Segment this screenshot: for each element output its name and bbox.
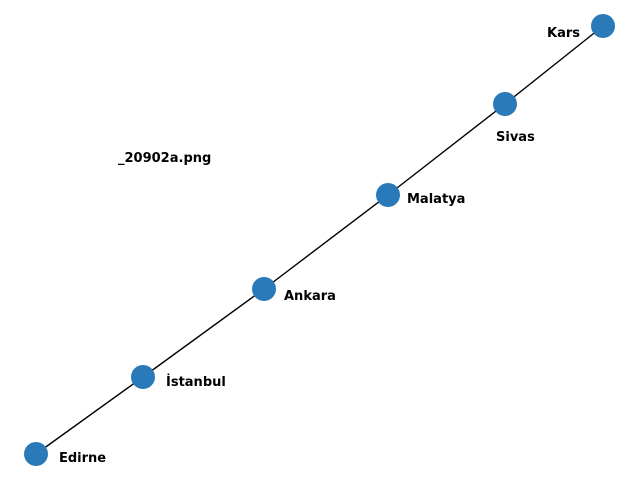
node-istanbul[interactable] <box>131 365 155 389</box>
node-sivas[interactable] <box>493 92 517 116</box>
node-ankara[interactable] <box>252 277 276 301</box>
label-istanbul: İstanbul <box>166 374 226 390</box>
label-malatya: Malatya <box>407 192 465 207</box>
label-sivas: Sivas <box>496 130 535 145</box>
edge-malatya-sivas <box>387 103 506 196</box>
edges <box>35 25 604 455</box>
label-ankara: Ankara <box>284 289 336 304</box>
edge-edirne-istanbul <box>35 376 144 455</box>
nodes <box>24 14 615 466</box>
edge-ankara-malatya <box>263 194 389 290</box>
node-kars[interactable] <box>591 14 615 38</box>
image-caption: _20902a.png <box>118 151 211 166</box>
node-edirne[interactable] <box>24 442 48 466</box>
node-malatya[interactable] <box>376 183 400 207</box>
node-labels: Edirne İstanbul Ankara Malatya Sivas Kar… <box>59 26 580 466</box>
label-edirne: Edirne <box>59 451 106 466</box>
edge-sivas-kars <box>504 25 604 105</box>
edge-istanbul-ankara <box>142 288 265 378</box>
label-kars: Kars <box>547 26 580 41</box>
